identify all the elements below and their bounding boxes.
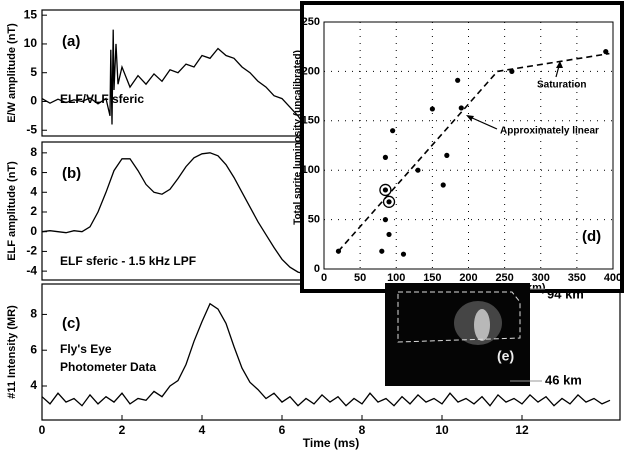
y-axis-label: #11 Intensity (MR) xyxy=(6,305,18,399)
arrow-head xyxy=(466,115,474,121)
x-tick-label: 300 xyxy=(532,272,550,284)
y-tick-label: -4 xyxy=(26,263,37,277)
x-tick-label: 100 xyxy=(387,272,405,284)
panel-label: (e) xyxy=(497,348,514,364)
y-axis-label: ELF amplitude (nT) xyxy=(6,161,18,261)
y-axis-label: Total sprite luminosity (uncalibrated) xyxy=(293,50,304,225)
data-point xyxy=(429,106,435,112)
y-tick-label: 4 xyxy=(30,184,37,198)
x-tick-label: 250 xyxy=(495,272,513,284)
y-tick-label: 50 xyxy=(308,214,320,226)
sprite-core xyxy=(474,309,490,341)
annotation: Saturation xyxy=(537,80,586,91)
panel-label: (a) xyxy=(62,33,80,50)
x-axis-label: Time (ms) xyxy=(303,436,359,450)
camera-image xyxy=(385,283,530,386)
data-point xyxy=(335,248,342,254)
x-tick-label: 2 xyxy=(119,423,126,437)
y-tick-label: 15 xyxy=(24,7,38,21)
field-outline xyxy=(397,291,521,343)
panel-label: (d) xyxy=(582,228,601,245)
x-tick-label: 50 xyxy=(354,272,366,284)
x-tick-label: 0 xyxy=(321,272,327,284)
y-tick-label: 10 xyxy=(24,36,38,50)
y-tick-label: 250 xyxy=(302,16,320,28)
x-tick-label: 4 xyxy=(199,423,206,437)
y-axis-label: E/W amplitude (nT) xyxy=(6,23,18,123)
y-tick-label: 8 xyxy=(30,307,37,321)
x-tick-label: 150 xyxy=(423,272,441,284)
panel-text: ELF sferic - 1.5 kHz LPF xyxy=(60,254,196,268)
panel-label: (b) xyxy=(62,165,81,182)
x-tick-label: 0 xyxy=(39,423,46,437)
data-point xyxy=(382,187,389,193)
signal-line xyxy=(41,29,307,128)
x-tick-label: 10 xyxy=(435,423,449,437)
x-tick-label: 12 xyxy=(515,423,529,437)
x-tick-label: 350 xyxy=(568,272,586,284)
y-tick-label: 2 xyxy=(30,204,37,218)
data-point xyxy=(444,152,450,158)
y-tick-label: -5 xyxy=(26,122,37,136)
data-point xyxy=(379,248,385,254)
y-tick-label: 0 xyxy=(30,94,37,108)
y-tick-label: -2 xyxy=(26,244,37,258)
y-tick-label: 150 xyxy=(302,115,320,127)
y-tick-label: 6 xyxy=(30,342,37,356)
arrow-head xyxy=(556,61,563,68)
data-point xyxy=(415,167,421,173)
annotation-arrow xyxy=(469,116,498,130)
y-tick-label: 8 xyxy=(30,145,37,159)
signal-line xyxy=(41,302,611,407)
panel-text: ELF/VLF sferic xyxy=(60,92,144,106)
data-point xyxy=(386,199,392,205)
inset-box xyxy=(300,1,624,293)
data-point xyxy=(400,251,407,257)
data-point xyxy=(458,105,464,111)
highlight-ring xyxy=(382,195,396,208)
highlight-ring xyxy=(379,183,392,197)
panel-label: (c) xyxy=(62,315,80,332)
panel-frame xyxy=(41,283,621,421)
y-tick-label: 200 xyxy=(302,65,320,77)
altitude-label: 46 km xyxy=(545,372,582,387)
data-point xyxy=(386,231,392,238)
panel-text: Fly's Eye xyxy=(60,342,112,356)
data-point xyxy=(603,49,609,55)
data-point xyxy=(390,128,396,134)
x-tick-label: 200 xyxy=(459,272,477,284)
data-point xyxy=(455,77,461,83)
annotation: Approximately linear xyxy=(500,126,599,137)
y-tick-label: 4 xyxy=(30,378,37,392)
data-point xyxy=(509,68,515,74)
panel-text: Photometer Data xyxy=(60,360,156,374)
data-point xyxy=(382,154,389,160)
y-tick-label: 5 xyxy=(30,65,37,79)
data-point xyxy=(440,182,446,188)
y-tick-label: 0 xyxy=(314,263,320,275)
y-tick-label: 6 xyxy=(30,165,37,179)
x-tick-label: 8 xyxy=(359,423,366,437)
y-tick-label: 100 xyxy=(302,164,320,176)
x-tick-label: 6 xyxy=(279,423,286,437)
x-tick-label: 400 xyxy=(604,272,622,284)
altitude-label: 94 km xyxy=(547,286,584,301)
y-tick-label: 0 xyxy=(30,224,37,238)
data-point xyxy=(382,217,389,223)
